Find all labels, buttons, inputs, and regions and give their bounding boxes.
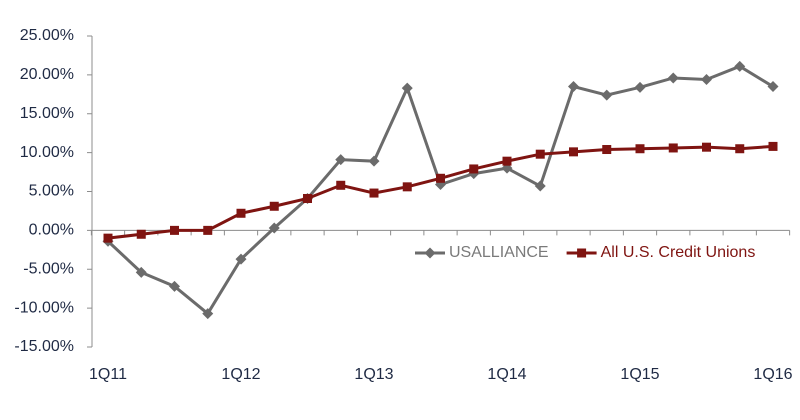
- x-tick-label: 1Q11: [89, 366, 127, 383]
- data-point: [634, 81, 646, 93]
- y-tick-label: 25.00%: [20, 27, 74, 44]
- data-point: [335, 154, 347, 166]
- data-point: [203, 225, 213, 235]
- legend-marker: [424, 247, 436, 259]
- y-tick-label: 15.00%: [20, 105, 74, 122]
- data-point: [236, 208, 246, 218]
- data-point: [502, 156, 512, 166]
- data-point: [469, 164, 479, 174]
- data-point: [701, 74, 712, 86]
- y-tick-label: 10.00%: [20, 144, 74, 161]
- data-point: [702, 142, 711, 152]
- data-point: [103, 233, 113, 243]
- data-point: [401, 82, 413, 94]
- data-point: [368, 155, 380, 167]
- data-point: [235, 253, 247, 265]
- y-tick-label: 5.00%: [29, 183, 74, 200]
- data-point: [170, 225, 179, 235]
- data-point: [767, 81, 779, 93]
- y-tick-label: 20.00%: [20, 66, 74, 83]
- data-point: [534, 180, 546, 192]
- data-point: [734, 60, 746, 72]
- data-point: [568, 81, 579, 93]
- x-tick-label: 1Q12: [221, 366, 260, 383]
- data-point: [667, 72, 679, 84]
- x-tick-label: 1Q13: [354, 366, 393, 383]
- legend-label: All U.S. Credit Unions: [601, 244, 756, 261]
- data-point: [303, 193, 312, 203]
- y-tick-label: -10.00%: [14, 299, 74, 316]
- y-tick-label: 0.00%: [29, 222, 74, 239]
- data-point: [601, 89, 613, 101]
- data-point: [602, 145, 612, 155]
- data-point: [369, 188, 379, 198]
- x-tick-label: 1Q15: [620, 366, 659, 383]
- data-point: [402, 182, 412, 192]
- x-tick-label: 1Q16: [753, 366, 792, 383]
- data-point: [169, 280, 180, 292]
- data-point: [202, 308, 214, 320]
- data-point: [535, 149, 545, 159]
- data-point: [136, 229, 146, 239]
- data-point: [336, 180, 346, 190]
- legend-marker: [577, 248, 587, 258]
- data-point: [668, 143, 678, 153]
- data-point: [268, 222, 280, 234]
- series-line: [107, 144, 774, 240]
- x-tick-label: 1Q14: [487, 366, 526, 383]
- data-point: [569, 147, 578, 157]
- legend-label: USALLIANCE: [449, 244, 549, 261]
- y-tick-label: -5.00%: [23, 260, 74, 277]
- y-tick-label: -15.00%: [14, 338, 74, 355]
- data-point: [436, 173, 445, 183]
- data-point: [735, 144, 745, 154]
- data-point: [768, 141, 778, 151]
- data-point: [135, 266, 147, 278]
- data-point: [635, 144, 645, 154]
- data-point: [269, 201, 279, 211]
